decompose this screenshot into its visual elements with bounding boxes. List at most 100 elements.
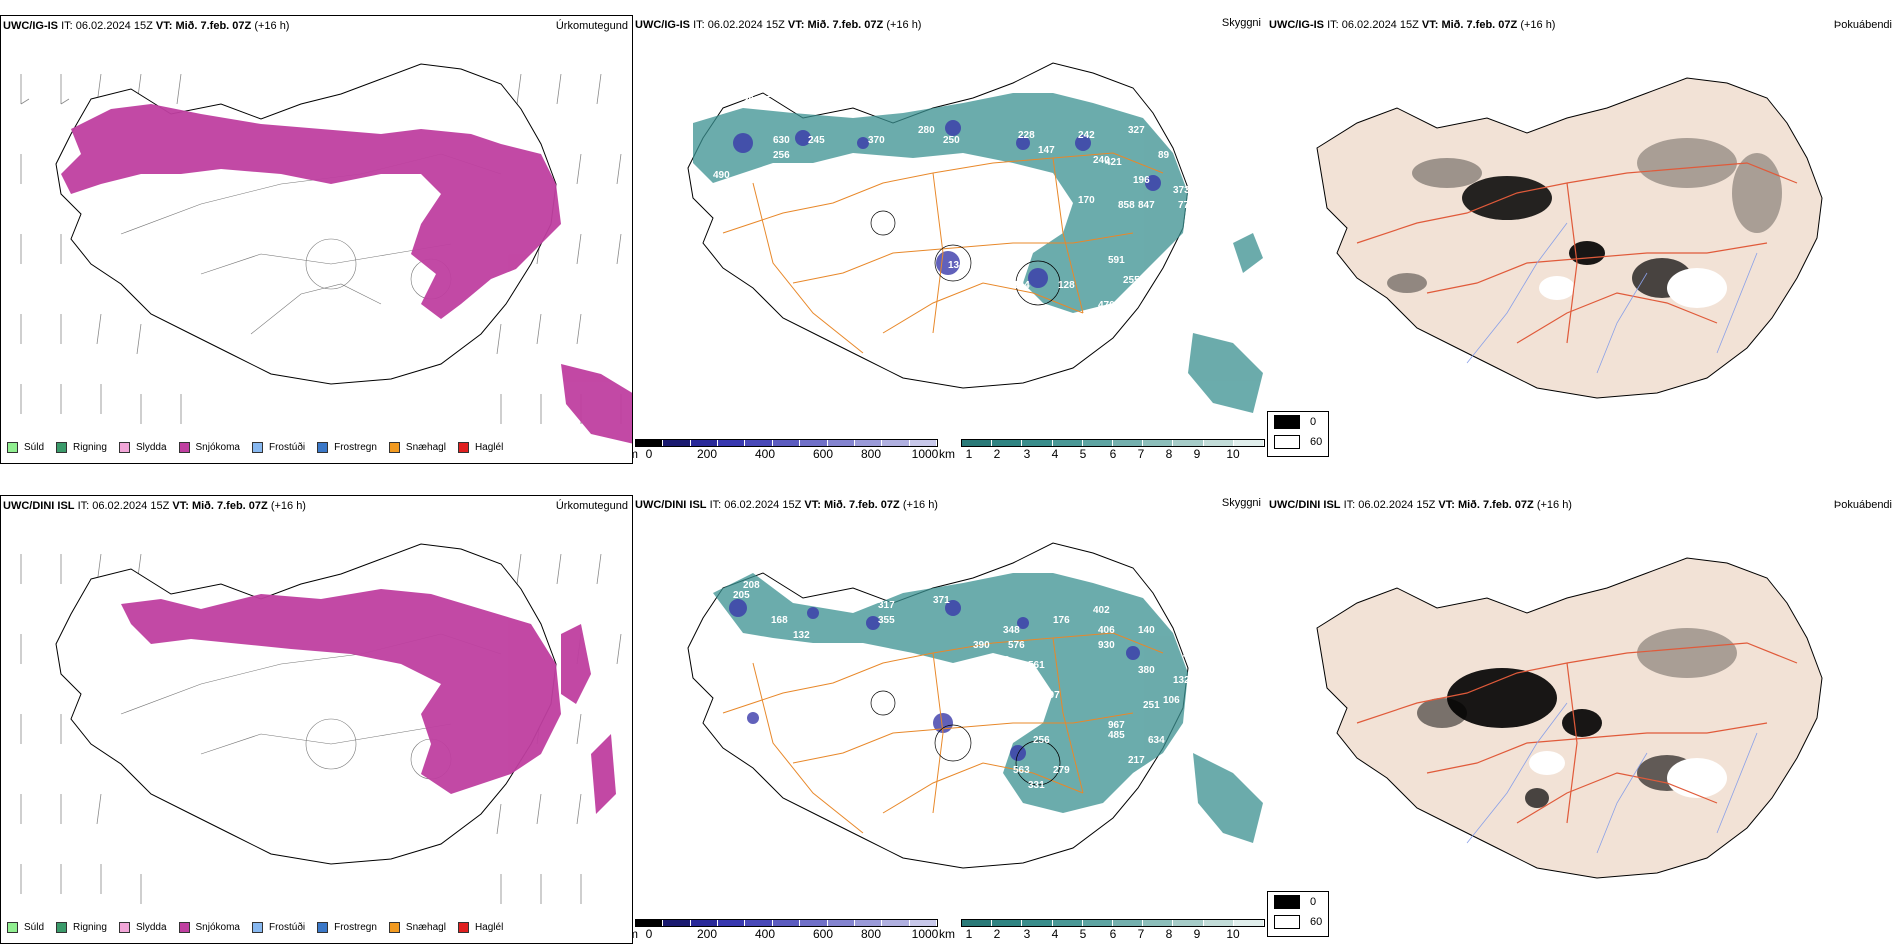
visibility-value-label: 250 xyxy=(943,135,960,146)
visibility-labels: 20815 490 630 245 256 280 250 370 228 242 327 147 24… xyxy=(713,95,1195,311)
fog-rivers xyxy=(1466,702,1758,854)
visibility-value-label: 205 xyxy=(733,590,750,601)
legend-swatch xyxy=(317,922,329,933)
visibility-value-label: 858 xyxy=(1118,200,1135,211)
scale-tick: 7 xyxy=(1137,447,1145,461)
fog-rivers xyxy=(1466,222,1758,374)
visibility-value-label: 20815 xyxy=(743,95,771,106)
visibility-value-label: 520 xyxy=(1038,185,1055,196)
panel-title: Þokuábendi xyxy=(1833,19,1892,31)
fog-legend-row: 60 xyxy=(1268,432,1328,452)
visibility-value-label: 847 xyxy=(1138,200,1155,211)
scale-tick: 200 xyxy=(696,447,718,461)
scale-tick: 2 xyxy=(993,927,1001,941)
visibility-value-label: 170 xyxy=(1078,195,1095,206)
glacier-white xyxy=(1529,751,1727,798)
fog-shading xyxy=(1417,628,1737,808)
panel-title: Úrkomutegund xyxy=(555,20,628,32)
colorbar xyxy=(961,439,1265,447)
scale-tick: 2 xyxy=(993,447,1001,461)
precip-type-panel-bottom: UWC/DINI ISL IT: 06.02.2024 15Z VT: Mið.… xyxy=(0,495,633,944)
visibility-value-label: 242 xyxy=(1078,130,1095,141)
visibility-value-label: 327 xyxy=(1128,125,1145,136)
visibility-value-label: 168 xyxy=(771,615,788,626)
visibility-value-label: 406 xyxy=(1098,625,1115,636)
scale-tick: 600 xyxy=(812,927,834,941)
visibility-value-label: 421 xyxy=(1105,157,1122,168)
visibility-value-label: 930 xyxy=(1098,640,1115,651)
scale-tick: 7 xyxy=(1137,927,1145,941)
vis-blue-spots xyxy=(729,599,1140,761)
legend-swatch xyxy=(388,442,400,453)
glaciers xyxy=(870,690,1061,786)
visibility-value-label: 280 xyxy=(918,125,935,136)
legend-item: Haglél xyxy=(457,922,503,933)
legend-item: Frostregn xyxy=(317,442,377,453)
scale-tick: 8 xyxy=(1165,447,1173,461)
snow-area xyxy=(121,589,616,814)
fog-roads xyxy=(1356,642,1798,824)
visibility-value-label: 490 xyxy=(713,170,730,181)
legend-swatch xyxy=(118,922,130,933)
visibility-value-label: 245 xyxy=(1033,230,1050,241)
visibility-value-label: 217 xyxy=(1128,755,1145,766)
visibility-value-label: 128 xyxy=(1058,280,1075,291)
legend-swatch xyxy=(457,922,469,933)
scale-unit: km xyxy=(939,927,955,941)
visibility-value-label: 373 xyxy=(1173,185,1190,196)
legend-item: Frostúði xyxy=(251,442,305,453)
visibility-value-label: 563 xyxy=(1013,765,1030,776)
legend-swatch xyxy=(1274,915,1300,929)
scale-unit: km xyxy=(939,447,955,461)
scale-tick: 5 xyxy=(1079,447,1087,461)
legend-swatch xyxy=(7,922,18,933)
legend-item: Rigning xyxy=(56,922,107,933)
visibility-value-label: 132 xyxy=(1173,675,1190,686)
panel-header: UWC/DINI ISL IT: 06.02.2024 15Z VT: Mið.… xyxy=(1269,499,1572,511)
visibility-value-label: 256 xyxy=(773,150,790,161)
visibility-value-label: 251 xyxy=(1143,700,1160,711)
visibility-panel-bottom: UWC/DINI ISL IT: 06.02.2024 15Z VT: Mið.… xyxy=(633,495,1267,944)
scale-unit: m xyxy=(633,927,638,941)
visibility-value-label: 208 xyxy=(743,580,760,591)
legend-item: Slydda xyxy=(118,922,167,933)
colorbar xyxy=(635,439,938,447)
fog-legend-row: 60 xyxy=(1268,912,1328,932)
visibility-m-scale: m 0 200 400 600 800 1000 xyxy=(633,919,938,941)
visibility-value-label: 371 xyxy=(933,595,950,606)
scale-tick: 4 xyxy=(1051,447,1059,461)
panel-header: UWC/IG-IS IT: 06.02.2024 15Z VT: Mið. 7.… xyxy=(1269,19,1556,31)
visibility-km-scale: km 1 2 3 4 5 6 7 8 9 10 xyxy=(939,919,1265,941)
precip-type-map xyxy=(20,543,622,904)
legend-swatch xyxy=(1274,895,1300,909)
precip-type-panel-top: UWC/IG-IS IT: 06.02.2024 15Z VT: Mið. 7.… xyxy=(0,15,633,464)
panel-header: UWC/IG-IS IT: 06.02.2024 15Z VT: Mið. 7.… xyxy=(3,20,290,32)
precip-type-legend: Súld Rigning Slydda Snjókoma Frostúði Fr… xyxy=(7,922,515,933)
visibility-value-label: 279 xyxy=(1053,765,1070,776)
fog-shading xyxy=(1387,138,1782,298)
legend-swatch xyxy=(178,922,190,933)
legend-swatch xyxy=(56,442,68,453)
visibility-value-label: 630 xyxy=(773,135,790,146)
visibility-panel-top: UWC/IG-IS IT: 06.02.2024 15Z VT: Mið. 7.… xyxy=(633,15,1267,464)
visibility-value-label: 390 xyxy=(973,640,990,651)
visibility-value-label: 355 xyxy=(878,615,895,626)
fog-roads xyxy=(1356,162,1798,344)
panel-title: Þokuábendi xyxy=(1833,499,1892,511)
colorbar xyxy=(961,919,1265,927)
legend-item: Súld xyxy=(7,922,44,933)
visibility-value-label: 773 xyxy=(1178,200,1195,211)
panel-title: Úrkomutegund xyxy=(555,500,628,512)
fog-index-legend: 0 60 xyxy=(1267,891,1329,937)
precip-type-map xyxy=(20,63,632,444)
legend-item: Snjókoma xyxy=(178,442,240,453)
scale-tick: 9 xyxy=(1193,447,1201,461)
legend-swatch xyxy=(1274,435,1300,449)
legend-swatch xyxy=(251,442,263,453)
visibility-value-label: 380 xyxy=(1138,665,1155,676)
visibility-value-label: 140 xyxy=(1138,625,1155,636)
visibility-value-label: 370 xyxy=(868,135,885,146)
visibility-value-label: 240 xyxy=(1093,155,1110,166)
